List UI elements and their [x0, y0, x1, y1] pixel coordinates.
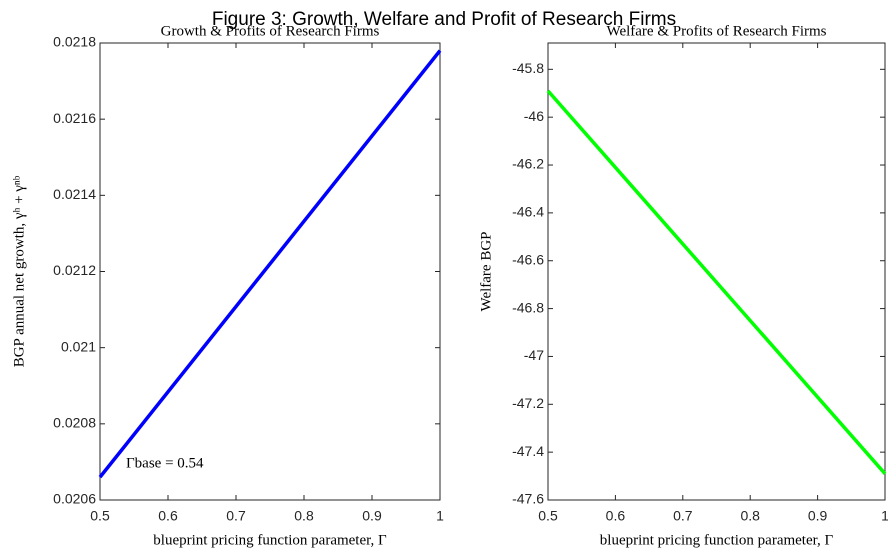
x-axis-label: blueprint pricing function parameter, Γ — [153, 532, 387, 548]
y-tick-label: -46.8 — [512, 299, 544, 315]
y-tick-label: 0.0206 — [53, 491, 96, 507]
axes-box — [547, 42, 886, 501]
y-tick-label: 0.0212 — [53, 262, 96, 278]
y-tick-label: -47.2 — [512, 395, 544, 411]
y-tick-label: 0.0208 — [53, 415, 96, 431]
subplot-title: Growth & Profits of Research Firms — [161, 23, 380, 39]
x-tick-label: 0.5 — [90, 508, 110, 524]
x-tick-label: 0.9 — [808, 508, 828, 524]
x-tick-label: 0.6 — [606, 508, 626, 524]
x-tick-label: 0.9 — [362, 508, 382, 524]
y-axis-label: BGP annual net growth, γʰ + γⁿᵇ — [11, 175, 27, 367]
y-tick-label: -47 — [524, 347, 544, 363]
x-tick-label: 0.7 — [226, 508, 246, 524]
y-tick-label: 0.0216 — [53, 110, 96, 126]
data-line — [546, 89, 887, 475]
x-tick-label: 0.8 — [294, 508, 314, 524]
y-tick-label: -46.4 — [512, 204, 544, 220]
y-tick-label: -46.6 — [512, 251, 544, 267]
x-tick-label: 0.6 — [158, 508, 178, 524]
y-axis-label: Welfare BGP — [478, 231, 494, 311]
x-tick-label: 1 — [881, 508, 888, 524]
x-tick-label: 0.5 — [538, 508, 558, 524]
axes-box — [99, 42, 441, 501]
y-tick-label: 0.0218 — [53, 34, 96, 50]
y-tick-label: -45.8 — [512, 60, 544, 76]
y-tick-label: -47.6 — [512, 491, 544, 507]
x-tick-label: 0.8 — [740, 508, 760, 524]
y-tick-label: 0.0214 — [53, 186, 96, 202]
x-axis-label: blueprint pricing function parameter, Γ — [600, 532, 834, 548]
y-tick-label: 0.021 — [61, 338, 96, 354]
figure-title: Figure 3: Growth, Welfare and Profit of … — [212, 9, 676, 30]
x-tick-label: 1 — [436, 508, 444, 524]
subplot-title: Welfare & Profits of Research Firms — [607, 23, 827, 39]
annotation: Γbase = 0.54 — [126, 455, 204, 471]
y-tick-label: -46.2 — [512, 156, 544, 172]
x-tick-label: 0.7 — [673, 508, 693, 524]
data-line — [98, 49, 442, 479]
y-tick-label: -46 — [524, 108, 544, 124]
y-tick-label: -47.4 — [512, 443, 544, 459]
